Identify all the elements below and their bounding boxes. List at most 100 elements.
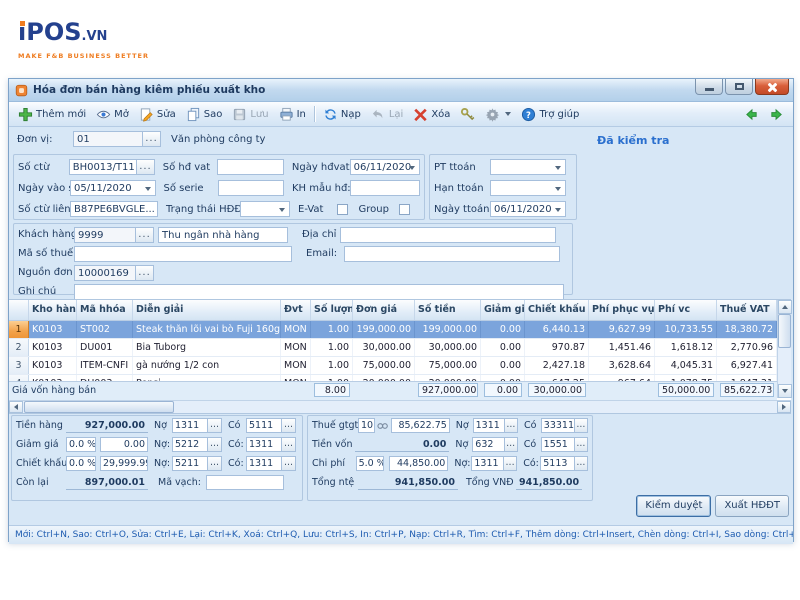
invoice-status-field[interactable] — [240, 201, 290, 217]
toolbar-settings-button[interactable] — [480, 105, 516, 124]
column-header[interactable]: Diễn giải — [133, 300, 281, 320]
tax-code-field[interactable] — [74, 245, 292, 262]
table-cell[interactable]: 647.25 — [525, 375, 589, 381]
discount-value-field[interactable]: 0.00 — [100, 437, 148, 452]
scroll-right-button[interactable] — [777, 401, 791, 413]
unit-code-field[interactable]: 01 — [73, 131, 143, 147]
email-field[interactable] — [344, 245, 560, 262]
discount-pct-field[interactable]: 0.0 % — [66, 437, 96, 452]
ellipsis-button[interactable]: ... — [136, 264, 154, 281]
table-cell[interactable]: MON — [281, 375, 311, 381]
column-header[interactable]: Số tiền — [415, 300, 481, 320]
ellipsis-button[interactable]: ... — [504, 437, 518, 452]
credit-account-field[interactable]: 5113 — [540, 456, 575, 471]
vat-date-field[interactable]: 06/11/2020 — [349, 159, 420, 175]
vertical-scrollbar[interactable] — [777, 300, 792, 398]
table-cell[interactable]: 30,000.00 — [415, 339, 481, 356]
customer-name-field[interactable]: Thu ngân nhà hàng — [158, 226, 288, 243]
table-cell[interactable]: 1,451.46 — [589, 339, 655, 356]
table-cell[interactable]: K0103 — [29, 321, 77, 338]
table-cell[interactable]: 20,000.00 — [415, 375, 481, 381]
ellipsis-button[interactable]: ... — [282, 437, 296, 452]
table-cell[interactable]: 1,078.75 — [655, 375, 717, 381]
table-cell[interactable]: Pepsi — [133, 375, 281, 381]
credit-account-field[interactable]: 1311 — [246, 456, 282, 471]
table-cell[interactable]: 0.00 — [481, 375, 525, 381]
debit-account-field[interactable]: 1311 — [472, 418, 505, 433]
ellipsis-button[interactable]: ... — [208, 418, 222, 433]
payment-method-field[interactable] — [490, 159, 566, 175]
ellipsis-button[interactable]: ... — [136, 226, 154, 243]
table-cell[interactable]: 6,927.41 — [717, 357, 777, 374]
toolbar-reload-button[interactable]: Nạp — [318, 105, 366, 124]
debit-account-field[interactable]: 5212 — [172, 437, 208, 452]
nav-forward-button[interactable] — [764, 105, 789, 124]
maximize-button[interactable] — [725, 79, 753, 95]
payment-term-field[interactable] — [490, 180, 566, 196]
column-header[interactable]: Kho hàng — [29, 300, 77, 320]
table-cell[interactable]: 1,618.12 — [655, 339, 717, 356]
table-cell[interactable]: 1.00 — [311, 321, 353, 338]
ellipsis-button[interactable]: ... — [574, 456, 588, 471]
order-source-field[interactable]: 10000169 — [74, 264, 136, 281]
table-cell[interactable]: 75,000.00 — [415, 357, 481, 374]
address-field[interactable] — [340, 226, 556, 243]
table-cell[interactable]: 30,000.00 — [353, 339, 415, 356]
note-field[interactable] — [74, 283, 564, 300]
column-header[interactable] — [9, 300, 29, 320]
table-cell[interactable]: 3,628.64 — [589, 357, 655, 374]
table-cell[interactable]: 1.00 — [311, 375, 353, 381]
column-header[interactable]: Mã hhóa — [77, 300, 133, 320]
vat-value-field[interactable]: 85,622.75 — [391, 418, 450, 433]
table-cell[interactable]: 0.00 — [481, 321, 525, 338]
doc-number-field[interactable]: BH0013/T11 — [68, 159, 138, 175]
ellipsis-button[interactable]: ... — [282, 418, 296, 433]
horizontal-scroll-thumb[interactable] — [24, 401, 174, 413]
toolbar-save-button[interactable]: Lưu — [227, 105, 273, 124]
table-cell[interactable]: 0.00 — [481, 357, 525, 374]
ellipsis-button[interactable]: ... — [574, 437, 589, 452]
related-doc-field[interactable]: B87PE6BVGLE... — [70, 201, 158, 217]
table-cell[interactable]: ST002 — [77, 321, 133, 338]
column-header[interactable]: Phí phục vụ — [589, 300, 655, 320]
ellipsis-button[interactable]: ... — [208, 456, 222, 471]
fee-pct-field[interactable]: 5.0 % — [355, 456, 385, 471]
table-cell[interactable]: DU003 — [77, 375, 133, 381]
table-cell[interactable]: 6,440.13 — [525, 321, 589, 338]
ellipsis-button[interactable]: ... — [574, 418, 588, 433]
ellipsis-button[interactable]: ... — [137, 159, 155, 175]
table-cell[interactable]: ITEM-CNFI — [77, 357, 133, 374]
table-cell[interactable]: 2,770.96 — [717, 339, 777, 356]
table-cell[interactable]: DU001 — [77, 339, 133, 356]
payment-date-field[interactable]: 06/11/2020 — [490, 201, 566, 217]
table-cell[interactable]: Steak thăn lõi vai bò Fuji 160gr — [133, 321, 281, 338]
ellipsis-button[interactable]: ... — [143, 131, 161, 147]
table-cell[interactable]: 4,045.31 — [655, 357, 717, 374]
table-cell[interactable]: K0103 — [29, 339, 77, 356]
debit-account-field[interactable]: 1311 — [471, 456, 504, 471]
scroll-down-button[interactable] — [778, 384, 792, 398]
credit-account-field[interactable]: 33311 — [540, 418, 575, 433]
table-cell[interactable]: 1.00 — [311, 357, 353, 374]
credit-account-field[interactable]: 1311 — [246, 437, 282, 452]
vertical-scroll-thumb[interactable] — [778, 314, 791, 348]
credit-account-field[interactable]: 1551 — [540, 437, 575, 452]
table-cell[interactable]: 18,380.72 — [717, 321, 777, 338]
toolbar-key-button[interactable] — [455, 105, 480, 124]
table-cell[interactable]: Bia Tuborg — [133, 339, 281, 356]
invoice-template-field[interactable] — [349, 180, 420, 196]
credit-account-field[interactable]: 5111 — [246, 418, 282, 433]
group-checkbox[interactable] — [398, 203, 410, 215]
table-cell[interactable]: 1.00 — [311, 339, 353, 356]
table-cell[interactable]: 20,000.00 — [353, 375, 415, 381]
table-cell[interactable]: 75,000.00 — [353, 357, 415, 374]
toolbar-help-button[interactable]: ? Trợ giúp — [516, 105, 584, 124]
ellipsis-button[interactable]: ... — [504, 418, 518, 433]
column-header[interactable]: Đvt — [281, 300, 311, 320]
table-cell[interactable]: 199,000.00 — [353, 321, 415, 338]
column-header[interactable]: Số lượng — [311, 300, 353, 320]
vat-invoice-field[interactable] — [217, 159, 284, 175]
scroll-up-button[interactable] — [778, 300, 792, 314]
nav-back-button[interactable] — [739, 105, 764, 124]
posting-date-field[interactable]: 05/11/2020 — [70, 180, 156, 196]
